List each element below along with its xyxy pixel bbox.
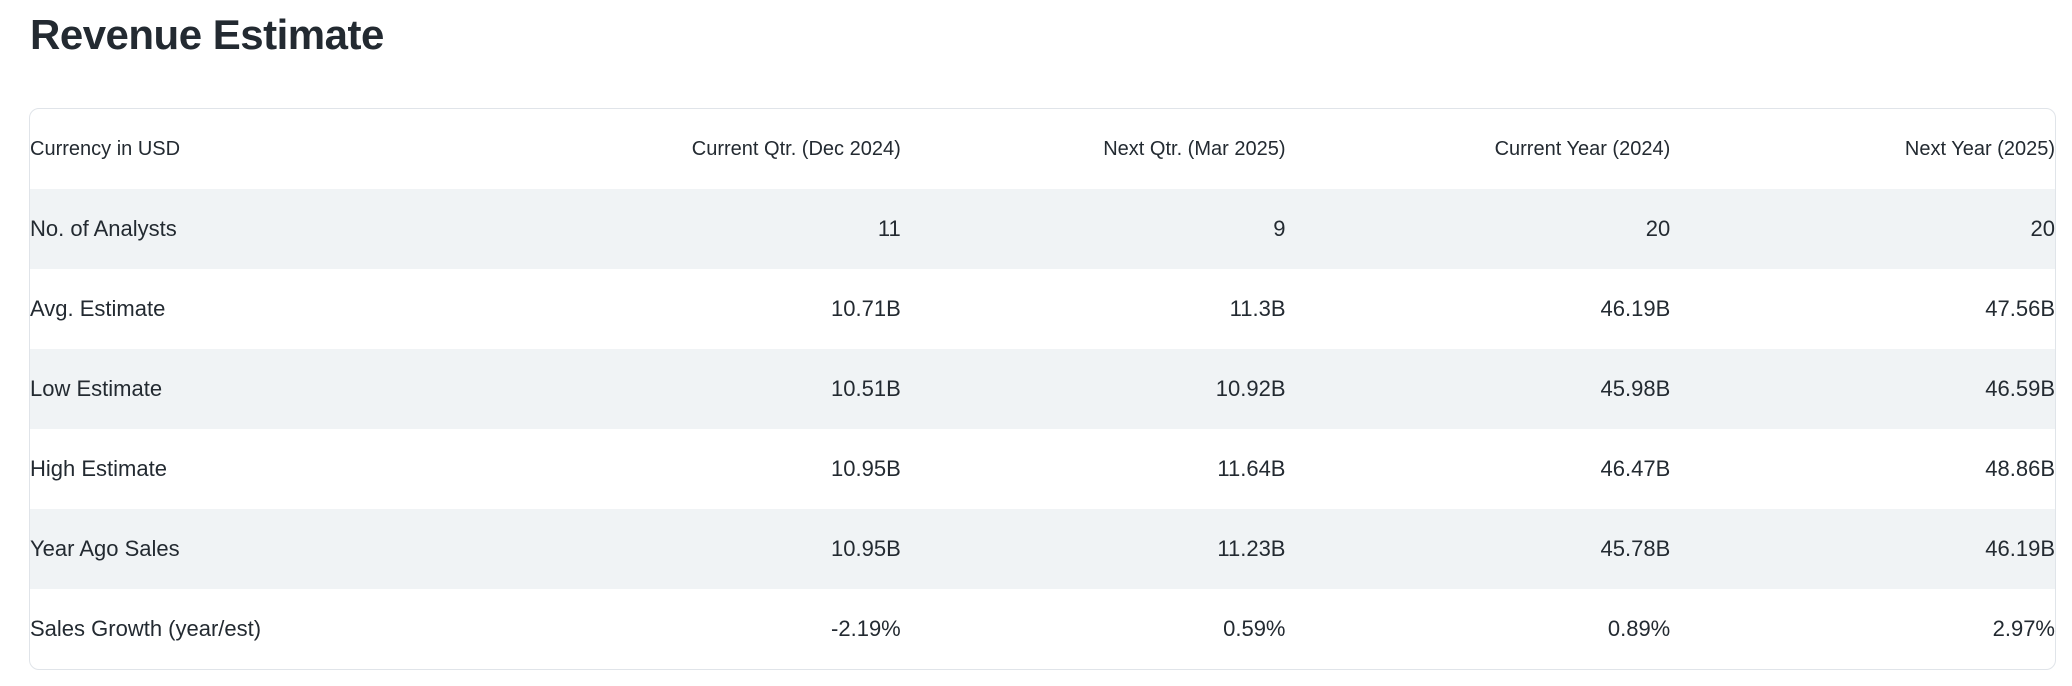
- column-header-next-year: Next Year (2025): [1904, 137, 2055, 160]
- cell-value: 10.92B: [1215, 376, 1286, 401]
- cell-value: 0.89%: [1607, 616, 1671, 641]
- cell-value: 20: [2030, 216, 2055, 241]
- table-row-no-of-analysts: No. of Analysts 11 9 20 20: [30, 189, 2055, 269]
- cell-value: 45.78B: [1600, 536, 1671, 561]
- cell-value: 46.19B: [1985, 536, 2055, 561]
- cell-value: 47.56B: [1985, 296, 2055, 321]
- table-header-row: Currency in USD Current Qtr. (Dec 2024) …: [30, 109, 2055, 189]
- cell-value: -2.19%: [831, 616, 901, 641]
- revenue-estimate-table: Currency in USD Current Qtr. (Dec 2024) …: [30, 109, 2055, 669]
- cell-value: 46.19B: [1600, 296, 1671, 321]
- column-header-current-year: Current Year (2024): [1494, 137, 1671, 160]
- cell-value: 10.71B: [831, 296, 901, 321]
- table-row-sales-growth: Sales Growth (year/est) -2.19% 0.59% 0.8…: [30, 589, 2055, 669]
- cell-value: 48.86B: [1985, 456, 2055, 481]
- cell-value: 11: [877, 216, 901, 241]
- cell-value: 45.98B: [1600, 376, 1671, 401]
- table-row-year-ago-sales: Year Ago Sales 10.95B 11.23B 45.78B 46.1…: [30, 509, 2055, 589]
- cell-value: 46.59B: [1985, 376, 2055, 401]
- cell-value: 10.95B: [831, 456, 901, 481]
- cell-value: 0.59%: [1223, 616, 1286, 641]
- cell-value: 11.23B: [1217, 536, 1286, 561]
- cell-value: 11.3B: [1229, 296, 1286, 321]
- cell-value: 20: [1645, 216, 1671, 241]
- row-label: No. of Analysts: [30, 216, 177, 241]
- cell-value: 11.64B: [1217, 456, 1286, 481]
- column-header-current-qtr: Current Qtr. (Dec 2024): [691, 137, 901, 160]
- table-row-avg-estimate: Avg. Estimate 10.71B 11.3B 46.19B 47.56B: [30, 269, 2055, 349]
- cell-value: 9: [1273, 216, 1286, 241]
- row-label: Avg. Estimate: [30, 296, 166, 321]
- row-label: Year Ago Sales: [30, 536, 180, 561]
- cell-value: 10.51B: [831, 376, 901, 401]
- cell-value: 10.95B: [831, 536, 901, 561]
- column-header-next-qtr: Next Qtr. (Mar 2025): [1103, 137, 1286, 160]
- table-row-low-estimate: Low Estimate 10.51B 10.92B 45.98B 46.59B: [30, 349, 2055, 429]
- cell-value: 2.97%: [1992, 616, 2055, 641]
- row-label: Low Estimate: [30, 376, 163, 401]
- currency-label: Currency in USD: [30, 137, 181, 160]
- page-title: Revenue Estimate: [30, 11, 384, 58]
- revenue-estimate-card: Currency in USD Current Qtr. (Dec 2024) …: [29, 108, 2056, 670]
- cell-value: 46.47B: [1600, 456, 1671, 481]
- row-label: Sales Growth (year/est): [30, 616, 262, 641]
- table-row-high-estimate: High Estimate 10.95B 11.64B 46.47B 48.86…: [30, 429, 2055, 509]
- row-label: High Estimate: [30, 456, 167, 481]
